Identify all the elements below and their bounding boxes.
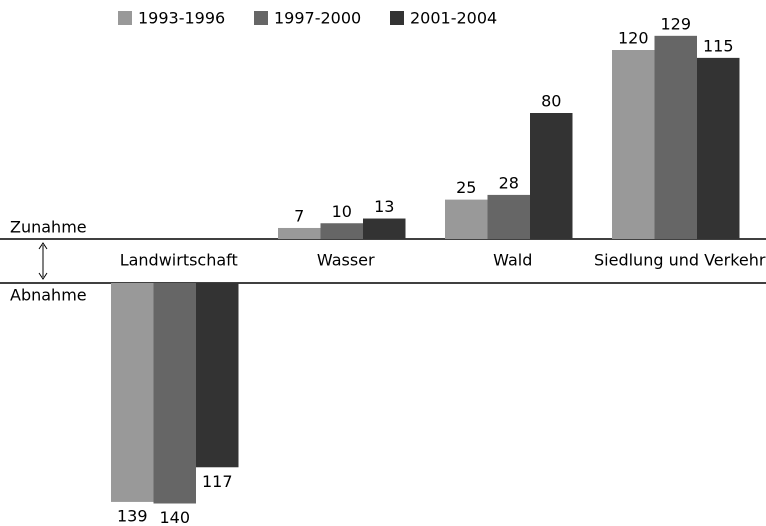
bar [278,227,321,239]
legend-swatch [390,11,404,25]
bar [612,50,655,239]
value-label: 13 [374,197,394,216]
bar [530,113,573,239]
value-label: 115 [703,36,734,55]
bar [487,194,530,239]
legend-label: 1993-1996 [138,9,225,28]
x-tick-label: Siedlung und Verkehr [594,251,766,270]
bar [320,223,363,239]
value-label: 117 [202,472,233,491]
value-label: 120 [618,29,649,48]
x-tick-label: Wald [493,251,532,270]
x-tick-label: Wasser [317,251,375,270]
legend-label: 2001-2004 [410,9,497,28]
value-label: 28 [499,173,519,192]
bar [654,35,697,240]
value-label: 129 [660,14,691,33]
legend-swatch [118,11,132,25]
arrow-heads [38,242,48,280]
value-label: 140 [159,508,190,526]
value-label: 80 [541,92,561,111]
increase-label: Zunahme [10,218,87,237]
decrease-label: Abnahme [10,286,87,305]
value-label: 139 [117,506,148,525]
value-label: 25 [456,178,476,197]
x-tick-label: Landwirtschaft [120,251,238,270]
bar [111,283,154,502]
bar [697,57,740,239]
bar [196,283,239,468]
legend-label: 1997-2000 [274,9,361,28]
bar [153,283,196,504]
bar [445,199,488,239]
bar [363,218,406,239]
value-label: 10 [332,202,352,221]
legend-swatch [254,11,268,25]
value-label: 7 [294,206,304,225]
